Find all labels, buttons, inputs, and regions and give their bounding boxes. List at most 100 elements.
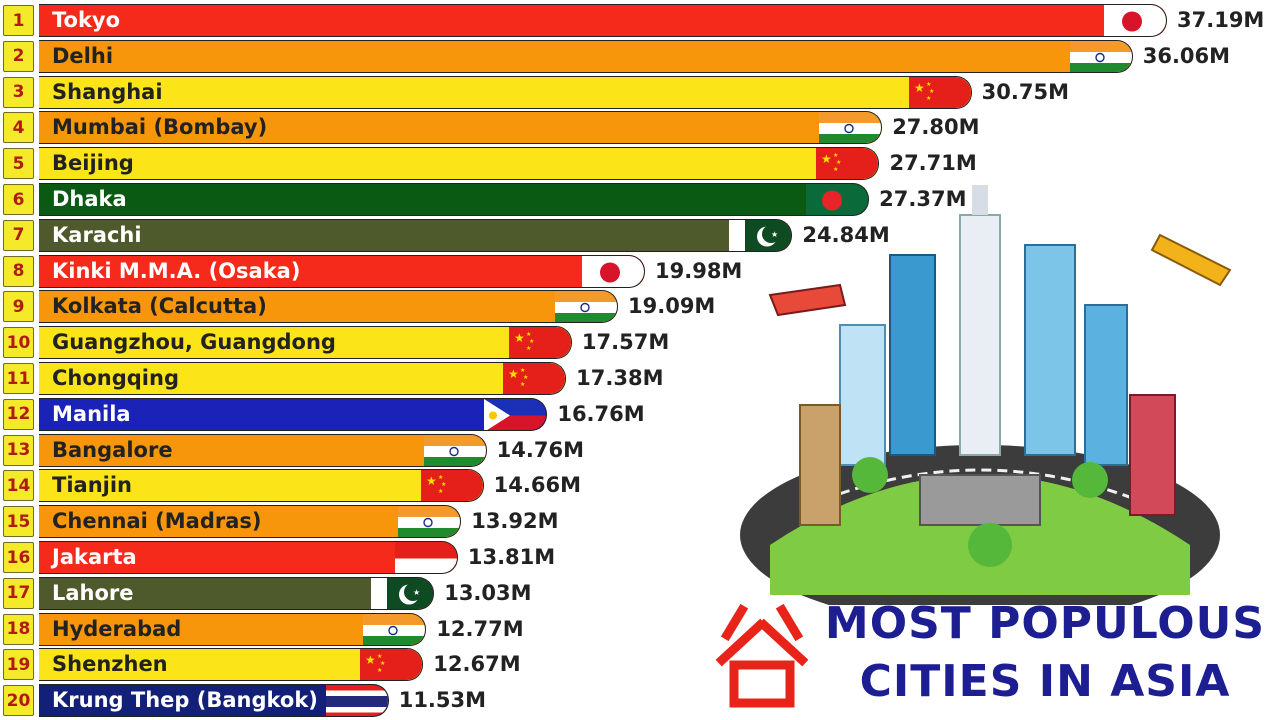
bar-label: Tokyo [52,8,121,32]
svg-text:★: ★ [523,374,528,381]
bar-label: Bangalore [52,437,173,462]
rank-badge: 2 [3,40,34,72]
svg-text:★: ★ [438,488,443,495]
value-label: 36.06M [1142,43,1231,68]
bar-label: Dhaka [52,187,127,211]
bar [39,4,1167,37]
bar [39,111,883,145]
bar: ★ ★ ★ ★ [39,469,484,503]
china-flag-icon: ★ ★ ★ ★ [816,148,879,180]
bar-label: Mumbai (Bombay) [52,115,268,140]
rank-badge: 16 [3,542,34,573]
bar: ★ ★ ★ ★ [39,75,972,109]
bar [39,433,487,467]
bar-label: Chennai (Madras) [52,509,262,534]
svg-text:★: ★ [926,95,931,102]
philippines-flag-icon [484,398,547,430]
india-flag-icon [1069,40,1132,72]
value-label: 30.75M [981,79,1069,104]
svg-text:★: ★ [426,474,437,488]
bar [39,254,645,288]
thailand-flag-icon [325,685,388,717]
svg-text:★: ★ [365,653,376,667]
value-label: 17.38M [576,366,664,390]
value-label: 14.66M [493,473,581,498]
svg-text:★: ★ [377,653,382,660]
svg-text:★: ★ [836,159,841,166]
bar: ★ ★ ★ ★ [39,362,567,395]
china-flag-icon: ★ ★ ★ ★ [360,649,423,681]
rank-badge: 9 [3,291,34,323]
value-label: 14.76M [496,437,584,462]
bar-label: Chongqing [52,366,179,390]
svg-text:★: ★ [520,381,525,388]
bar [39,541,458,574]
bar [39,397,548,431]
value-label: 16.76M [557,401,645,426]
bar-label: Krung Thep (Bangkok) [52,688,318,713]
rank-badge: 11 [3,363,34,394]
bar-label: Kolkata (Calcutta) [52,294,267,319]
bar [39,290,618,324]
rank-badge: 19 [3,649,34,681]
svg-text:★: ★ [441,481,446,488]
rank-badge: 6 [3,184,34,215]
bar-label: Hyderabad [52,616,182,641]
value-label: 19.98M [655,258,743,283]
rank-badge: 10 [3,327,34,359]
svg-text:★: ★ [514,331,525,345]
svg-text:★: ★ [529,338,534,345]
rank-badge: 20 [3,685,34,717]
rank-badge: 15 [3,506,34,538]
svg-text:★: ★ [413,588,420,597]
bar-label: Beijing [52,151,134,176]
indonesia-flag-icon [394,542,457,573]
value-label: 13.03M [444,580,532,605]
bar [39,505,462,539]
india-flag-icon [819,112,882,144]
svg-text:★: ★ [914,81,925,95]
bar-label: Tianjin [52,473,132,498]
china-flag-icon: ★ ★ ★ ★ [908,76,971,108]
chart-title: MOST POPULOUS CITIES IN ASIA [820,595,1270,711]
bar: ★ [39,218,793,252]
japan-flag-icon [582,255,644,287]
india-flag-icon [398,506,461,538]
svg-text:★: ★ [833,166,838,173]
bar-label: Jakarta [52,545,137,569]
value-label: 27.80M [892,115,980,140]
svg-text:★: ★ [833,152,838,159]
svg-text:★: ★ [380,660,385,667]
bar-label: Guangzhou, Guangdong [52,330,336,355]
china-flag-icon: ★ ★ ★ ★ [503,363,566,394]
rank-badge: 14 [3,470,34,502]
rank-badge: 12 [3,398,34,430]
svg-text:★: ★ [929,88,934,95]
svg-text:★: ★ [526,331,531,338]
rank-badge: 7 [3,219,34,251]
value-label: 27.71M [889,151,977,176]
bar: ★ ★ ★ ★ [39,648,424,682]
rank-badge: 3 [3,76,34,108]
bar: ★ [39,576,435,610]
rank-badge: 8 [3,255,34,287]
rank-badge: 1 [3,5,34,36]
svg-text:★: ★ [520,367,525,374]
value-label: 27.37M [879,187,967,211]
china-flag-icon: ★ ★ ★ ★ [508,327,571,359]
value-label: 11.53M [398,688,487,713]
svg-text:★: ★ [771,230,778,239]
value-label: 24.84M [802,222,890,247]
india-flag-icon [555,291,617,323]
bar-label: Delhi [52,43,114,68]
svg-text:★: ★ [821,152,832,166]
pakistan-flag-icon: ★ [371,577,434,609]
bar [39,612,427,646]
bar [39,183,870,216]
rank-badge: 13 [3,434,34,466]
rank-badge: 5 [3,148,34,180]
svg-text:★: ★ [438,474,443,481]
value-label: 37.19M [1177,8,1265,32]
title-line-2: CITIES IN ASIA [859,656,1231,707]
svg-text:★: ★ [926,81,931,88]
